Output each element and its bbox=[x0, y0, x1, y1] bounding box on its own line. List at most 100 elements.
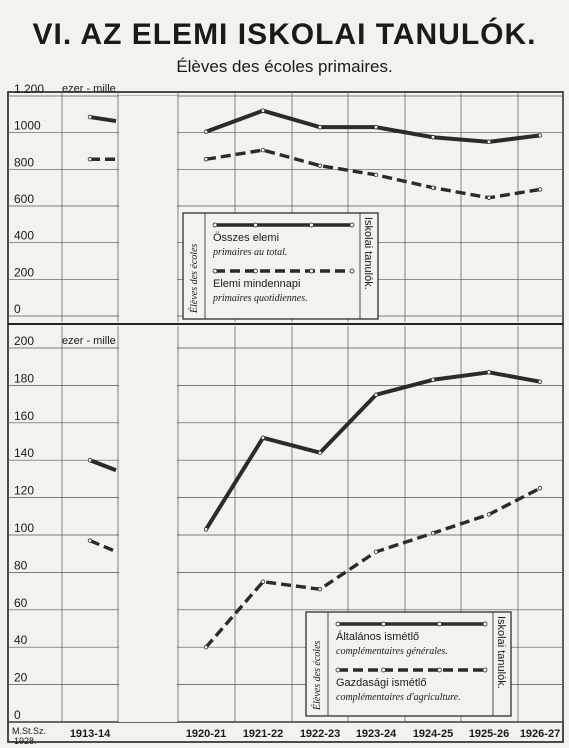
x-tick-label: 1926-27 bbox=[520, 728, 560, 740]
y-tick-label: 400 bbox=[14, 229, 34, 243]
legend-side-label: Élèves des écoles bbox=[188, 243, 200, 314]
data-point bbox=[537, 486, 543, 491]
legend-marker bbox=[335, 667, 341, 673]
legend-marker bbox=[482, 667, 488, 673]
series-line bbox=[89, 115, 117, 124]
legend-side-label: Iskolai tanulók. bbox=[362, 217, 374, 290]
x-tick-label: 1922-23 bbox=[300, 728, 340, 740]
data-point bbox=[430, 530, 436, 536]
y-tick-label: 140 bbox=[14, 446, 34, 460]
y-tick-label: 100 bbox=[14, 521, 34, 535]
y-tick-label: 40 bbox=[14, 633, 28, 647]
data-point bbox=[373, 124, 379, 130]
series-line bbox=[205, 108, 541, 144]
legend-sublabel: complémentaires d'agriculture. bbox=[336, 692, 461, 703]
legend-label: Elemi mindennapi bbox=[213, 278, 300, 290]
legend-sublabel: primaires au total. bbox=[212, 247, 287, 258]
y-tick-label: 180 bbox=[14, 371, 34, 385]
legend-side-label: Élèves des écoles bbox=[311, 640, 323, 711]
data-point bbox=[260, 435, 266, 440]
gap-column bbox=[119, 328, 177, 722]
data-point bbox=[430, 135, 436, 140]
legend-box bbox=[182, 212, 379, 320]
gap-column bbox=[119, 96, 177, 320]
legend-layer: Élèves des écoles Iskolai tanulók. Összes … bbox=[182, 212, 512, 717]
legend-marker bbox=[381, 667, 386, 673]
y-tick-label: 600 bbox=[14, 192, 34, 206]
y-tick-label: 0 bbox=[14, 302, 21, 316]
data-point bbox=[317, 163, 323, 168]
series-line bbox=[205, 148, 541, 200]
data-point bbox=[537, 187, 543, 192]
data-point bbox=[486, 139, 492, 145]
legend-marker bbox=[309, 268, 314, 274]
data-point bbox=[486, 512, 492, 517]
y-tick-label: 80 bbox=[14, 558, 28, 572]
legend-side-label: Iskolai tanulók. bbox=[495, 616, 507, 689]
y-tick-label: 60 bbox=[14, 596, 28, 610]
x-tick-label: 1924-25 bbox=[413, 728, 453, 740]
legend-marker bbox=[212, 222, 218, 228]
legend-sublabel: primaires quotidiennes. bbox=[212, 293, 308, 304]
data-point bbox=[317, 450, 323, 455]
data-point bbox=[373, 172, 379, 178]
y-tick-label: 160 bbox=[14, 409, 34, 423]
data-point bbox=[87, 157, 93, 162]
unit-label: ezer - mille bbox=[62, 335, 116, 347]
data-point bbox=[486, 195, 492, 200]
legend-label: Gazdasági ismétlő bbox=[336, 677, 427, 689]
data-point bbox=[317, 587, 323, 592]
legend-sublabel: complémentaires générales. bbox=[336, 646, 448, 657]
y-tick-label: 800 bbox=[14, 155, 34, 169]
legend-marker bbox=[253, 268, 258, 274]
chart-title: VI. AZ ELEMI ISKOLAI TANULÓK. bbox=[32, 18, 537, 51]
y-tick-label: 0 bbox=[14, 708, 21, 722]
legend-marker bbox=[349, 268, 355, 274]
data-point bbox=[203, 157, 209, 162]
x-tick-label: 1925-26 bbox=[469, 728, 509, 740]
data-point bbox=[203, 129, 209, 134]
x-tick-label: 1920-21 bbox=[186, 728, 226, 740]
legend-label: Általános ismétlő bbox=[336, 630, 419, 643]
legend-marker bbox=[212, 268, 218, 274]
source-note: 1928. bbox=[14, 736, 37, 746]
legend-marker bbox=[437, 621, 442, 627]
data-point bbox=[317, 124, 323, 130]
chart-subtitle: Élèves des écoles primaires. bbox=[176, 57, 393, 76]
data-point bbox=[203, 527, 209, 532]
data-point bbox=[260, 147, 266, 153]
legend-box bbox=[305, 611, 512, 717]
x-tick-label: 1923-24 bbox=[356, 728, 397, 740]
x-tick-label: 1921-22 bbox=[243, 728, 283, 740]
x-tick-label: 1913-14 bbox=[70, 728, 111, 740]
data-point bbox=[87, 458, 93, 463]
data-point bbox=[537, 133, 543, 138]
legend-marker bbox=[482, 621, 488, 627]
data-point bbox=[430, 185, 436, 190]
source-note: M.St.Sz. bbox=[12, 726, 46, 736]
y-tick-label: 1.200 bbox=[14, 82, 44, 96]
series-line bbox=[204, 370, 541, 531]
series-line bbox=[89, 458, 117, 473]
legend-marker bbox=[335, 621, 341, 627]
series-line bbox=[89, 539, 117, 554]
legend-marker bbox=[381, 621, 386, 627]
data-point bbox=[486, 370, 492, 375]
legend-marker bbox=[309, 222, 314, 228]
y-tick-label: 1000 bbox=[14, 119, 41, 133]
legend-label: Összes elemi bbox=[213, 232, 279, 244]
data-point bbox=[373, 392, 379, 397]
legend-marker bbox=[437, 667, 442, 673]
data-point bbox=[260, 579, 266, 584]
data-point bbox=[537, 379, 543, 384]
y-tick-label: 200 bbox=[14, 334, 34, 348]
unit-label: ezer - mille bbox=[62, 83, 116, 95]
data-point bbox=[87, 538, 93, 543]
data-point bbox=[87, 114, 93, 120]
y-tick-label: 120 bbox=[14, 484, 34, 498]
data-point bbox=[373, 549, 379, 555]
data-point bbox=[203, 645, 209, 650]
data-point bbox=[430, 377, 436, 382]
